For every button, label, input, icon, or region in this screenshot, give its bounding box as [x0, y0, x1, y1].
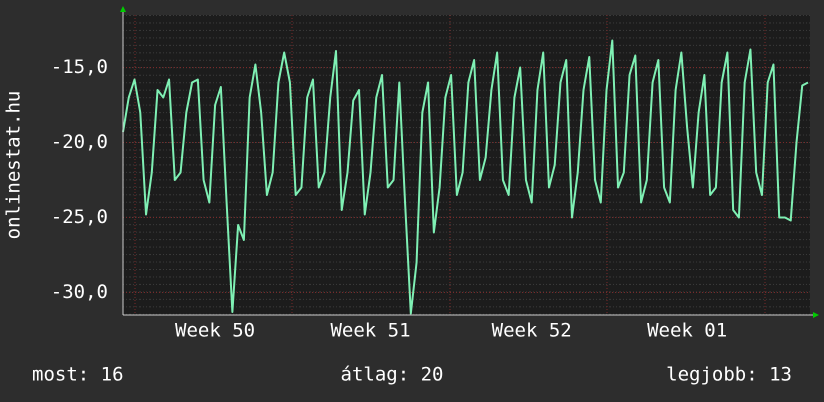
footer-current: most: 16 [32, 364, 124, 386]
y-tick-label: -25,0 [51, 206, 108, 228]
plot [122, 39, 810, 315]
data-line [122, 39, 809, 315]
footer-best: legjobb: 13 [666, 364, 792, 386]
x-tick-label: Week 52 [492, 320, 572, 342]
y-tick-label: -20,0 [51, 131, 108, 153]
x-tick-label: Week 51 [330, 320, 410, 342]
x-tick-label: Week 50 [175, 320, 255, 342]
x-tick-label: Week 01 [647, 320, 727, 342]
y-axis-label: onlinestat.hu [3, 91, 25, 240]
y-tick-label: -30,0 [51, 281, 108, 303]
y-arrow [120, 6, 126, 12]
footer-average: átlag: 20 [341, 364, 444, 386]
week-lines [134, 15, 766, 315]
y-tick-label: -15,0 [51, 56, 108, 78]
x-arrow [813, 312, 819, 318]
minor-grid [123, 15, 810, 315]
